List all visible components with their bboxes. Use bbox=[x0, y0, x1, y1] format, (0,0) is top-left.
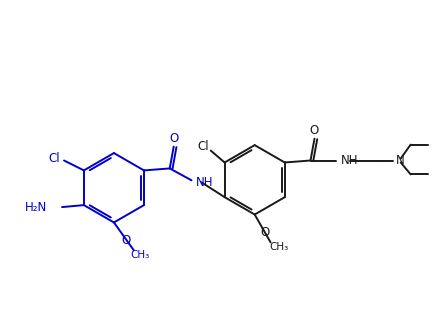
Text: N: N bbox=[395, 154, 403, 167]
Text: Cl: Cl bbox=[197, 140, 208, 153]
Text: CH₃: CH₃ bbox=[269, 242, 289, 252]
Text: O: O bbox=[259, 226, 268, 239]
Text: H₂N: H₂N bbox=[25, 201, 47, 213]
Text: NH: NH bbox=[340, 154, 358, 167]
Text: O: O bbox=[309, 124, 318, 137]
Text: O: O bbox=[121, 234, 130, 247]
Text: Cl: Cl bbox=[48, 152, 60, 165]
Text: O: O bbox=[169, 132, 178, 145]
Text: CH₃: CH₃ bbox=[130, 250, 149, 260]
Text: NH: NH bbox=[195, 176, 212, 189]
